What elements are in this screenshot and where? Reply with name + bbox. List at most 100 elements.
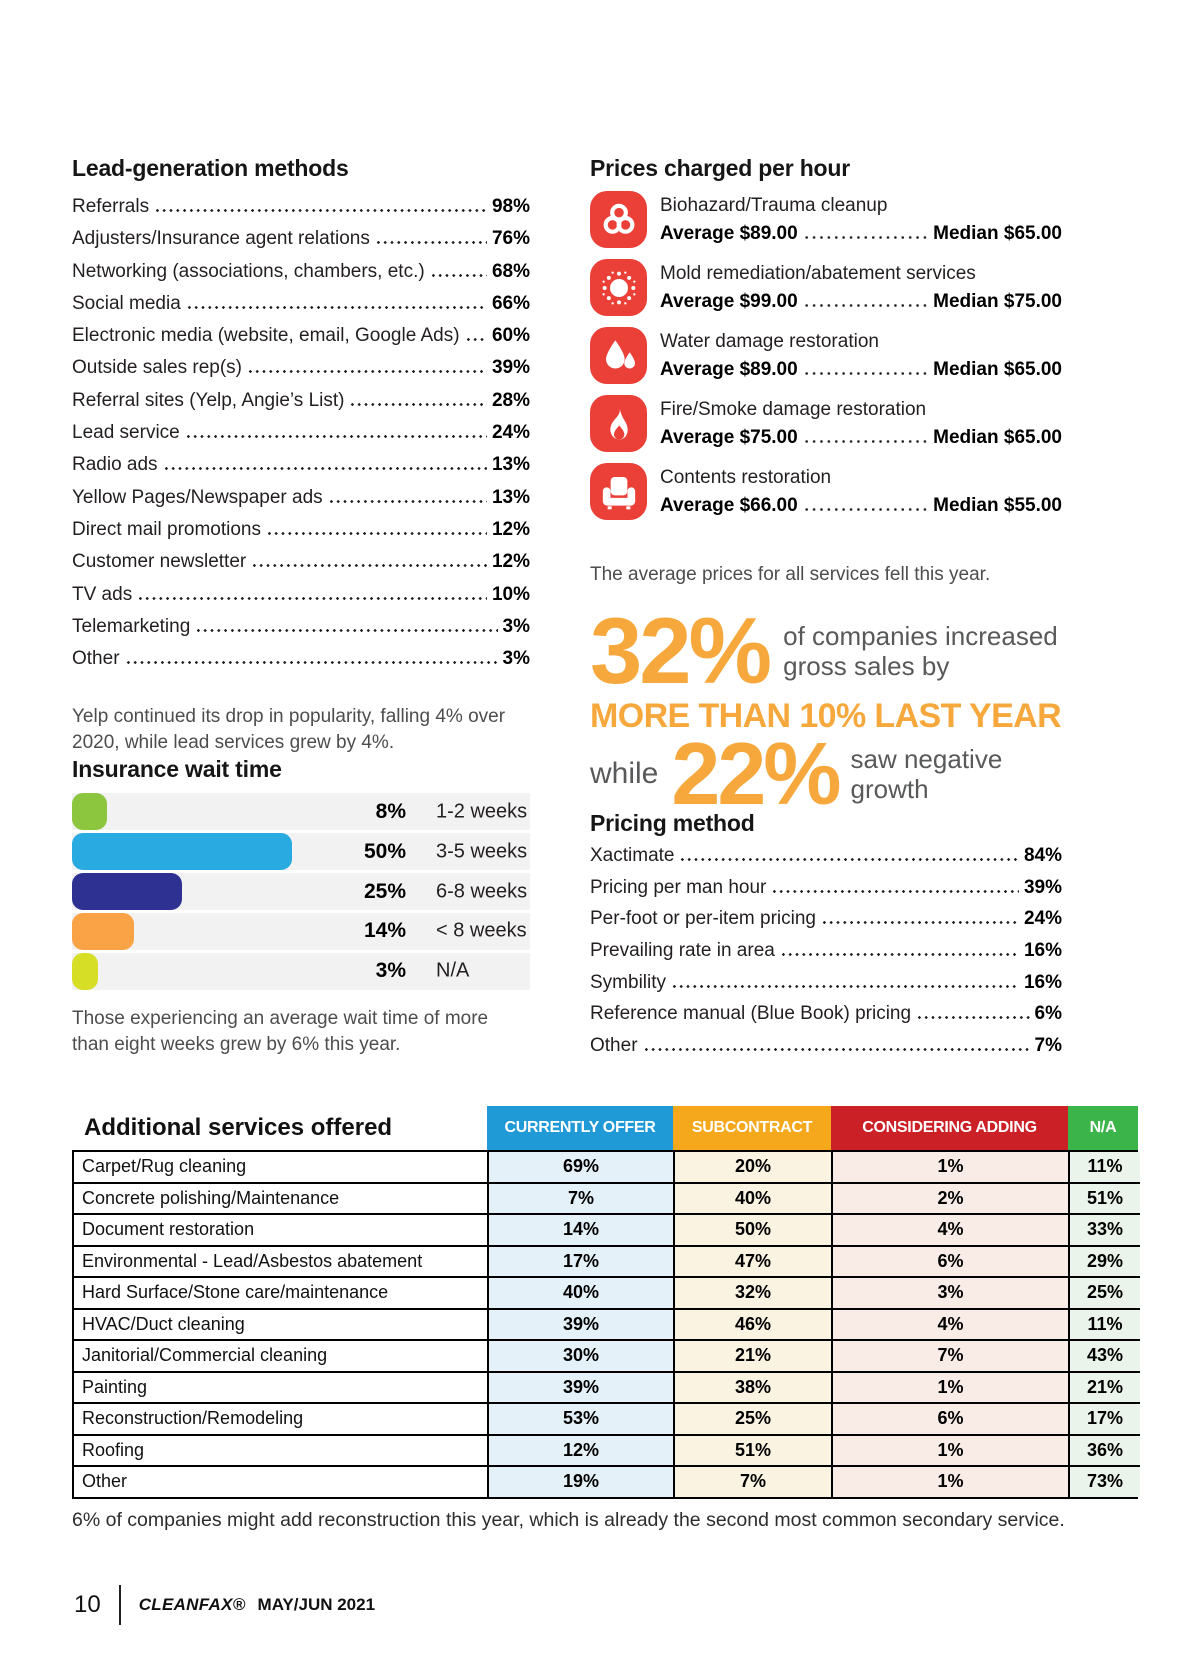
row-label: Environmental - Lead/Asbestos abatement (74, 1246, 489, 1278)
item-value: 76% (491, 228, 530, 250)
cell-value: 25% (675, 1404, 833, 1436)
dotted-leader (429, 273, 487, 277)
prices-note: The average prices for all services fell… (590, 564, 991, 585)
insurance-wait-note: Those experiencing an average wait time … (72, 1007, 489, 1055)
item-label: Adjusters/Insurance agent relations (72, 228, 370, 250)
item-label: Electronic media (website, email, Google… (72, 325, 460, 347)
bar (72, 833, 292, 871)
cell-value: 2% (833, 1183, 1070, 1215)
bar-value: 3% (375, 959, 406, 983)
cell-value: 14% (489, 1215, 675, 1247)
row-label: Janitorial/Commercial cleaning (74, 1341, 489, 1373)
pricing-method-list: Xactimate 84% Pricing per man hour 39% Per-f… (590, 845, 1062, 1066)
list-item: Direct mail promotions 12% (72, 519, 530, 551)
services-table: Carpet/Rug cleaning 69% 20% 1% 11% Concrete p… (72, 1150, 1140, 1499)
item-value: 60% (491, 325, 530, 347)
price-item: Contents restoration Average $66.00 Median… (590, 463, 1062, 520)
list-item: TV ads 10% (72, 584, 530, 616)
cell-value: 73% (1070, 1467, 1140, 1497)
cell-value: 3% (833, 1278, 1070, 1310)
item-value: 13% (491, 486, 530, 508)
list-item: Xactimate 84% (590, 845, 1062, 877)
bar-value: 25% (363, 879, 406, 903)
item-label: Telemarketing (72, 615, 191, 637)
list-item: Other 3% (72, 648, 530, 680)
stat-22-percent: 22% (671, 724, 841, 824)
stat-22-caption: saw negative growth (850, 744, 1003, 805)
stat-row-1: 32% of companies increased gross sales b… (590, 603, 1062, 697)
cell-value: 6% (833, 1404, 1070, 1436)
cell-value: 51% (675, 1435, 833, 1467)
cell-value: 21% (1070, 1372, 1140, 1404)
row-label: Other (74, 1467, 489, 1497)
cell-value: 21% (675, 1341, 833, 1373)
list-item: Per-foot or per-item pricing 24% (590, 908, 1062, 940)
lead-generation-note: Yelp continued its drop in popularity, f… (72, 706, 506, 754)
growth-stats: 32% of companies increased gross sales b… (590, 603, 1062, 824)
average-value: Average $89.00 (660, 223, 798, 244)
price-line: Average $89.00 Median $65.00 (660, 355, 1062, 384)
price-line: Average $66.00 Median $55.00 (660, 491, 1062, 520)
cell-value: 6% (833, 1246, 1070, 1278)
column-header: CONSIDERING ADDING (831, 1106, 1068, 1150)
dotted-leader (802, 372, 929, 375)
cell-value: 7% (489, 1183, 675, 1215)
median-value: Median $65.00 (933, 359, 1062, 380)
item-value: 28% (491, 389, 530, 411)
biohazard-icon (590, 191, 647, 248)
insurance-wait-chart: 8% 1-2 weeks 50% 3-5 weeks 25% 6-8 weeks 14% < … (72, 793, 530, 990)
item-label: Direct mail promotions (72, 518, 261, 540)
dotted-leader (154, 209, 487, 212)
dotted-leader (802, 304, 929, 307)
item-label: Symbility (590, 971, 667, 993)
dotted-leader (679, 858, 1019, 862)
cell-value: 11% (1070, 1309, 1140, 1341)
services-table-title: Additional services offered (84, 1114, 393, 1141)
list-item: Radio ads 13% (72, 454, 530, 486)
item-label: Radio ads (72, 454, 158, 476)
item-value: 12% (491, 518, 530, 540)
dotted-leader (185, 305, 487, 309)
item-value: 16% (1023, 940, 1062, 962)
median-value: Median $55.00 (933, 495, 1062, 516)
wait-bar-row: 50% 3-5 weeks (72, 833, 530, 871)
cell-value: 4% (833, 1215, 1070, 1247)
item-label: Networking (associations, chambers, etc.… (72, 260, 425, 282)
item-label: Outside sales rep(s) (72, 357, 243, 379)
item-label: Other (72, 648, 120, 670)
bar-value: 14% (363, 919, 406, 943)
median-value: Median $75.00 (933, 291, 1062, 312)
cell-value: 46% (675, 1309, 833, 1341)
dotted-leader (124, 661, 498, 665)
dotted-leader (327, 499, 487, 503)
cell-value: 4% (833, 1309, 1070, 1341)
list-item: Adjusters/Insurance agent relations 76% (72, 228, 530, 260)
item-value: 68% (491, 260, 530, 282)
dotted-leader (802, 508, 929, 511)
item-label: Per-foot or per-item pricing (590, 908, 816, 930)
stat-32-highlight: MORE THAN 10% LAST YEAR (590, 697, 1062, 736)
item-label: Other (590, 1034, 638, 1056)
item-value: 13% (491, 454, 530, 476)
row-label: Reconstruction/Remodeling (74, 1404, 489, 1436)
footer-divider (118, 1585, 121, 1625)
dotted-leader (464, 338, 487, 342)
list-item: Customer newsletter 12% (72, 551, 530, 583)
item-value: 24% (1023, 908, 1062, 930)
list-item: Lead service 24% (72, 422, 530, 454)
cell-value: 11% (1070, 1152, 1140, 1184)
item-value: 7% (1034, 1034, 1062, 1056)
median-value: Median $65.00 (933, 427, 1062, 448)
pricing-method-title: Pricing method (590, 810, 755, 837)
cell-value: 33% (1070, 1215, 1140, 1247)
stat-32-caption: of companies increased gross sales by (783, 620, 1058, 681)
price-text: Contents restoration Average $66.00 Median… (660, 463, 1062, 520)
list-item: Other 7% (590, 1035, 1062, 1067)
cell-value: 29% (1070, 1246, 1140, 1278)
item-label: Reference manual (Blue Book) pricing (590, 1003, 912, 1025)
price-line: Average $99.00 Median $75.00 (660, 287, 1062, 316)
bar (72, 793, 108, 831)
price-text: Water damage restoration Average $89.00 Me… (660, 327, 1062, 384)
average-value: Average $66.00 (660, 495, 798, 516)
row-label: Concrete polishing/Maintenance (74, 1183, 489, 1215)
